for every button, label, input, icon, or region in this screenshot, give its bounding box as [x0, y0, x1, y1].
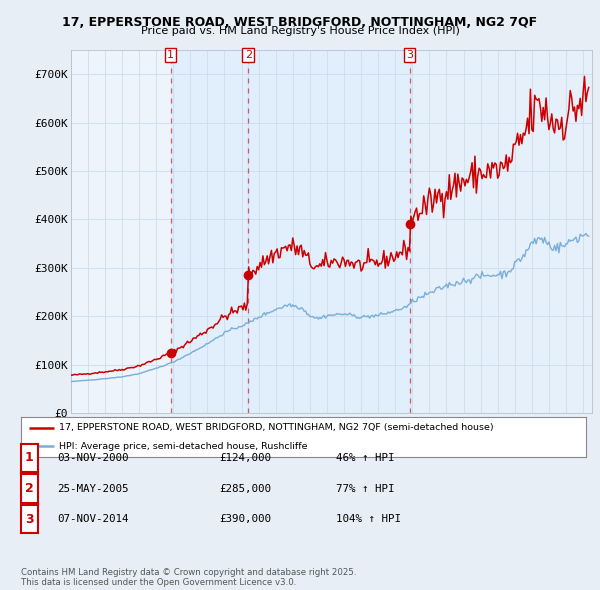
- Text: Contains HM Land Registry data © Crown copyright and database right 2025.
This d: Contains HM Land Registry data © Crown c…: [21, 568, 356, 587]
- Text: 46% ↑ HPI: 46% ↑ HPI: [336, 453, 395, 463]
- Bar: [248, 50, 410, 413]
- Text: 17, EPPERSTONE ROAD, WEST BRIDGFORD, NOTTINGHAM, NG2 7QF: 17, EPPERSTONE ROAD, WEST BRIDGFORD, NOT…: [62, 16, 538, 29]
- Text: 25-MAY-2005: 25-MAY-2005: [57, 484, 128, 493]
- Text: 3: 3: [25, 513, 34, 526]
- Text: HPI: Average price, semi-detached house, Rushcliffe: HPI: Average price, semi-detached house,…: [59, 442, 307, 451]
- Text: 77% ↑ HPI: 77% ↑ HPI: [336, 484, 395, 493]
- Text: £124,000: £124,000: [219, 453, 271, 463]
- Text: 1: 1: [167, 50, 174, 60]
- Text: 2: 2: [25, 482, 34, 495]
- Text: 03-NOV-2000: 03-NOV-2000: [57, 453, 128, 463]
- Text: £390,000: £390,000: [219, 514, 271, 524]
- Text: 07-NOV-2014: 07-NOV-2014: [57, 514, 128, 524]
- Text: £285,000: £285,000: [219, 484, 271, 493]
- Text: 1: 1: [25, 451, 34, 464]
- Bar: [410, 50, 592, 413]
- Text: 17, EPPERSTONE ROAD, WEST BRIDGFORD, NOTTINGHAM, NG2 7QF (semi-detached house): 17, EPPERSTONE ROAD, WEST BRIDGFORD, NOT…: [59, 424, 493, 432]
- Bar: [170, 50, 248, 413]
- Text: Price paid vs. HM Land Registry's House Price Index (HPI): Price paid vs. HM Land Registry's House …: [140, 26, 460, 36]
- Text: 3: 3: [406, 50, 413, 60]
- Text: 104% ↑ HPI: 104% ↑ HPI: [336, 514, 401, 524]
- Text: 2: 2: [245, 50, 252, 60]
